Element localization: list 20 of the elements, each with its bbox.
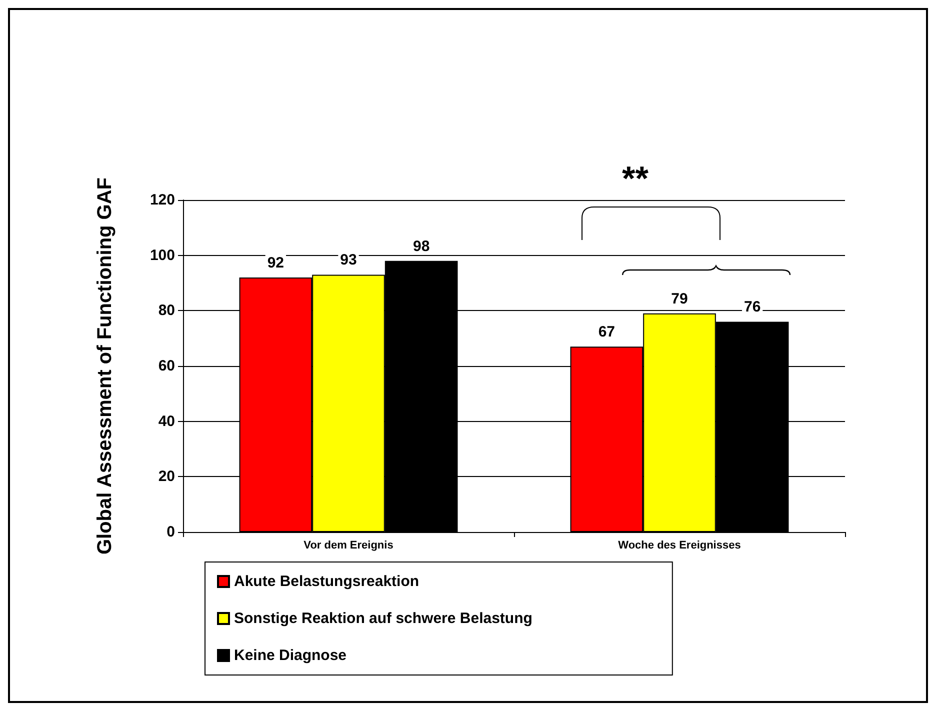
data-label: 93 xyxy=(340,252,357,269)
y-tick-label: 100 xyxy=(150,246,175,264)
data-label: 76 xyxy=(744,298,761,316)
data-label: 98 xyxy=(412,238,430,255)
legend-label: Akute Belastungsreaktion xyxy=(234,573,420,590)
y-tick-label: 60 xyxy=(158,358,175,374)
y-tick-label: 0 xyxy=(166,524,175,540)
y-axis-title: Global Assessment of Functioning GAF xyxy=(94,177,116,555)
y-tick-label: 80 xyxy=(158,302,175,320)
x-tick-label: Vor dem Ereignis xyxy=(304,540,394,552)
x-tick-label: Woche des Ereignisses xyxy=(618,540,741,552)
legend-label: Keine Diagnose xyxy=(234,647,347,664)
text: ** xyxy=(622,160,650,198)
data-label: 92 xyxy=(267,254,284,272)
y-tick-label: 40 xyxy=(158,412,175,430)
legend-label: Sonstige Reaktion auf schwere Belastung xyxy=(234,610,532,627)
data-label: 79 xyxy=(671,290,688,308)
data-label: 67 xyxy=(598,324,616,341)
y-tick-label: 20 xyxy=(158,468,175,486)
y-tick-label: 120 xyxy=(150,192,175,208)
